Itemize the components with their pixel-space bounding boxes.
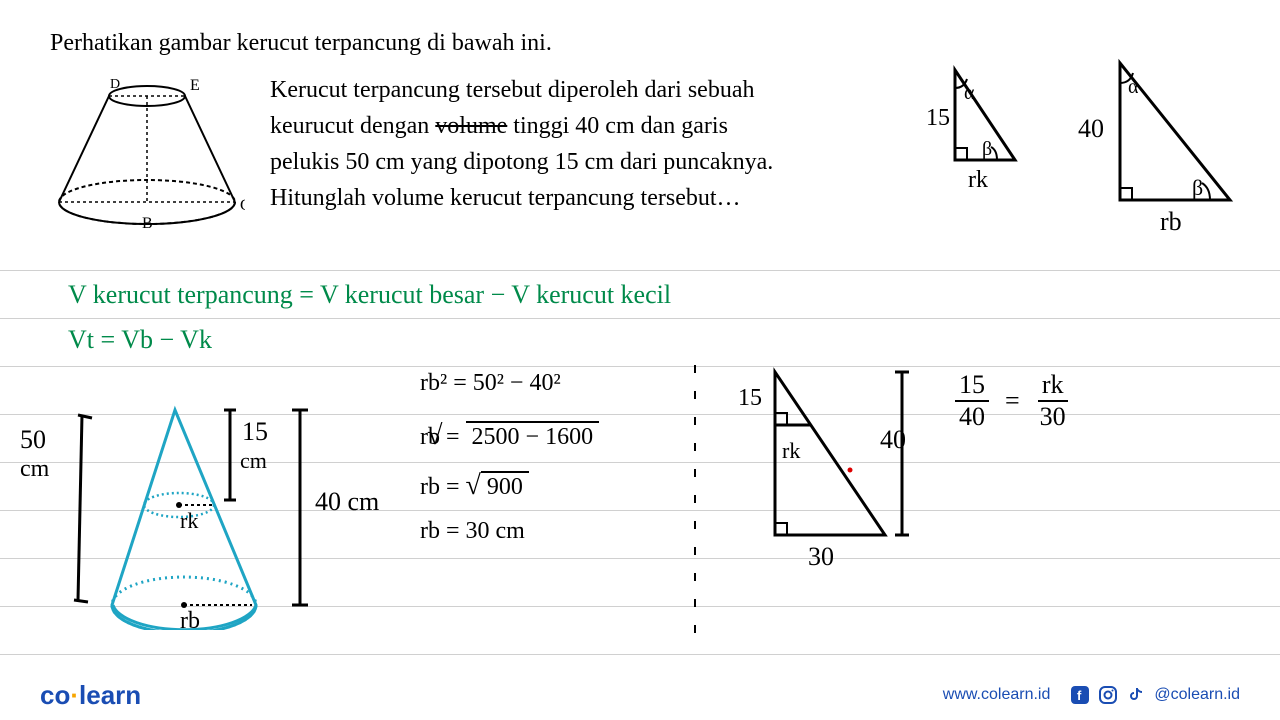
svg-text:40: 40	[1078, 114, 1104, 143]
facebook-icon[interactable]: f	[1070, 685, 1090, 705]
svg-text:rk: rk	[180, 508, 198, 533]
svg-text:cm: cm	[240, 448, 267, 473]
reference-triangles: 15 α β rk α 40 β rb	[920, 55, 1240, 235]
frustum-diagram: D E B C	[50, 72, 245, 232]
svg-text:rk: rk	[968, 167, 988, 193]
svg-text:rb: rb	[1160, 207, 1182, 235]
svg-text:β: β	[982, 138, 992, 160]
svg-text:E: E	[190, 77, 200, 94]
svg-text:rk: rk	[782, 438, 800, 463]
svg-text:50: 50	[20, 425, 46, 454]
svg-text:15: 15	[242, 417, 268, 446]
volume-equation-symbols: Vt = Vb − Vk	[68, 325, 212, 355]
triangle-height-label: 40	[880, 425, 906, 455]
footer: co·learn www.colearn.id f @colearn.id	[0, 670, 1280, 720]
svg-text:α: α	[964, 82, 975, 104]
svg-text:B: B	[142, 215, 153, 232]
problem-title: Perhatikan gambar kerucut terpancung di …	[50, 30, 1240, 57]
svg-text:D: D	[110, 77, 120, 92]
svg-text:C: C	[240, 197, 245, 214]
svg-text:30: 30	[808, 542, 834, 570]
instagram-icon[interactable]	[1098, 685, 1118, 705]
similar-triangle: 15 rk 30	[720, 360, 920, 570]
footer-url[interactable]: www.colearn.id	[943, 686, 1051, 704]
svg-text:β: β	[1192, 175, 1203, 200]
svg-text:40 cm: 40 cm	[315, 487, 379, 516]
svg-text:rb: rb	[180, 608, 200, 630]
svg-text:α: α	[1128, 76, 1139, 98]
brand-logo: co·learn	[40, 680, 141, 711]
volume-equation-words: V kerucut terpancung = V kerucut besar −…	[68, 280, 671, 310]
proportion: 15 40 = rk 30	[955, 370, 1070, 432]
svg-text:cm: cm	[20, 456, 50, 482]
svg-text:15: 15	[926, 105, 950, 131]
problem-text: Kerucut terpancung tersebut diperoleh da…	[270, 72, 773, 232]
rb-calc-3: rb = √ 900	[420, 470, 529, 502]
rb-calc-4: rb = 30 cm	[420, 518, 525, 545]
cone-sketch: rk rb 50 cm 15 cm 40 cm	[20, 370, 390, 630]
footer-handle: @colearn.id	[1154, 686, 1240, 704]
rb-calc-1: rb² = 50² − 40²	[420, 370, 561, 397]
tiktok-icon[interactable]	[1126, 685, 1146, 705]
vertical-divider	[690, 365, 700, 645]
svg-text:f: f	[1077, 688, 1082, 703]
svg-text:15: 15	[738, 385, 762, 411]
rb-calc-2: rb = 2500 − 1600 √	[420, 420, 620, 452]
